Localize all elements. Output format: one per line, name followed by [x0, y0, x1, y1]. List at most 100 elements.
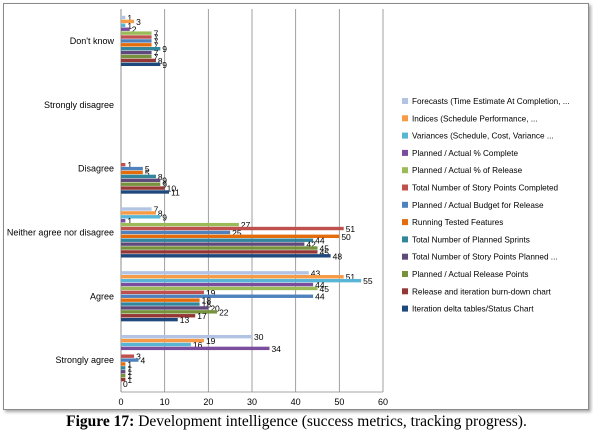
data-label: 50 [341, 232, 351, 242]
bar [121, 362, 126, 366]
legend-label: Forecasts (Time Estimate At Completion, … [412, 97, 570, 106]
bar [121, 302, 200, 306]
bar [121, 342, 191, 347]
legend-label: Release and iteration burn-down chart [412, 287, 552, 296]
data-label: 13 [180, 315, 190, 325]
legend-swatch [402, 305, 408, 312]
data-label: 55 [363, 276, 373, 286]
bar [121, 170, 143, 175]
data-label: 7 [154, 204, 159, 214]
data-label: 48 [333, 251, 343, 261]
data-label: 1 [127, 160, 132, 170]
data-label: 44 [315, 280, 325, 290]
bar [121, 162, 126, 167]
data-label: 25 [232, 228, 242, 238]
x-tick-label: 30 [247, 397, 257, 407]
data-label: 8 [158, 172, 163, 182]
data-label: 1 [127, 371, 132, 381]
data-label: 20 [210, 303, 220, 313]
legend-swatch [402, 201, 408, 208]
legend-label: Total Number of Story Points Completed [412, 184, 559, 193]
data-label: 9 [162, 180, 167, 190]
bar [121, 234, 340, 239]
data-label: 18 [202, 296, 212, 306]
data-label: 1 [127, 367, 132, 377]
data-label: 10 [167, 184, 177, 194]
legend-label: Total Number of Story Points Planned ... [412, 253, 558, 262]
bar [121, 47, 161, 51]
bar [121, 186, 165, 190]
data-label: 2 [132, 25, 137, 35]
legend-label: Planned / Actual % Complete [412, 149, 518, 158]
data-label: 18 [202, 300, 212, 310]
bar [121, 207, 152, 211]
data-label: 1 [127, 363, 132, 373]
x-tick-label: 20 [203, 397, 213, 407]
category-label: Disagree [78, 164, 114, 174]
bar [121, 366, 126, 370]
bar [121, 306, 209, 310]
data-label: 42 [306, 240, 316, 250]
data-label: 7 [154, 40, 159, 50]
bar [121, 370, 126, 374]
bar [121, 314, 196, 318]
bar [121, 238, 314, 242]
bar [121, 62, 161, 67]
data-label: 5 [145, 168, 150, 178]
data-label: 43 [311, 268, 321, 278]
legend-swatch [402, 219, 408, 226]
data-label: 7 [154, 48, 159, 58]
data-label: 1 [127, 216, 132, 226]
data-label: 9 [162, 212, 167, 222]
caption-text: Development intelligence (success metric… [134, 413, 527, 430]
bar [121, 354, 135, 358]
bar [121, 346, 270, 351]
data-label: 34 [271, 344, 281, 354]
legend-swatch [402, 98, 408, 104]
data-label: 45 [320, 247, 330, 257]
data-label: 19 [206, 288, 216, 298]
x-tick-label: 10 [160, 397, 170, 407]
legend-swatch [402, 167, 408, 174]
bar [121, 282, 314, 287]
bar [121, 358, 139, 362]
data-label: 4 [140, 356, 145, 366]
category-label: Strongly agree [55, 355, 114, 365]
bar [121, 246, 318, 250]
data-label: 7 [154, 32, 159, 42]
bar [121, 23, 126, 28]
bar [121, 15, 126, 20]
legend-swatch [402, 132, 408, 139]
legend-swatch [402, 288, 408, 295]
bar [121, 219, 126, 223]
data-label: 1 [127, 21, 132, 31]
bar [121, 310, 218, 314]
bar [121, 377, 126, 382]
data-label: 22 [219, 307, 229, 317]
legend-label: Planned / Actual % of Release [412, 166, 523, 175]
data-label: 11 [171, 187, 180, 197]
data-label: 17 [197, 311, 207, 321]
bar [121, 27, 130, 31]
legend-label: Running Tested Features [412, 218, 503, 227]
x-tick-label: 40 [291, 397, 301, 407]
data-label: 16 [193, 340, 203, 350]
bar [121, 178, 161, 182]
bar [121, 254, 331, 258]
legend-swatch [402, 149, 408, 156]
bar [121, 222, 239, 227]
data-label: 1 [127, 359, 132, 369]
bar [121, 31, 152, 35]
data-label: 8 [158, 208, 163, 218]
legend-label: Planned / Actual Release Points [412, 270, 529, 279]
x-tick-label: 60 [378, 397, 388, 407]
data-label: 8 [158, 56, 163, 66]
legend-swatch [402, 115, 408, 122]
category-label: Agree [90, 291, 114, 301]
legend-swatch [402, 236, 408, 243]
bar [121, 250, 318, 254]
bar [121, 373, 126, 378]
bar [121, 19, 135, 24]
bar [121, 58, 156, 63]
caption-label: Figure 17: [66, 413, 135, 430]
